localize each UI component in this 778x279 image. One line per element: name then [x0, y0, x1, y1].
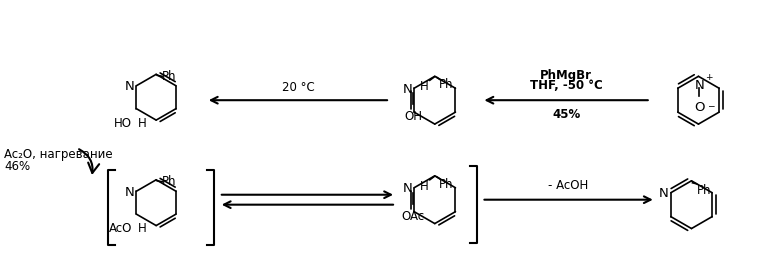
Text: H: H: [420, 180, 429, 193]
Text: Ph: Ph: [696, 184, 711, 197]
Text: N: N: [402, 83, 412, 96]
Text: Ph: Ph: [162, 70, 177, 83]
Text: HO: HO: [114, 117, 132, 130]
Text: −: −: [707, 101, 715, 110]
Text: N: N: [402, 182, 412, 195]
Text: OH: OH: [404, 110, 422, 123]
Text: 46%: 46%: [4, 160, 30, 173]
Text: N: N: [659, 187, 669, 200]
Text: OAc: OAc: [401, 210, 425, 223]
Text: N: N: [124, 80, 135, 93]
Text: H: H: [420, 80, 429, 93]
Text: +: +: [705, 73, 712, 82]
Text: Ph: Ph: [439, 178, 454, 191]
Text: O: O: [694, 101, 705, 114]
Text: 45%: 45%: [552, 108, 580, 121]
Text: H: H: [138, 222, 147, 235]
Text: 20 °C: 20 °C: [282, 81, 314, 94]
Text: H: H: [138, 117, 147, 130]
Text: - AcOH: - AcOH: [548, 179, 589, 192]
Text: Ph: Ph: [439, 78, 454, 91]
FancyArrowPatch shape: [79, 149, 99, 173]
Text: AcO: AcO: [109, 222, 132, 235]
Text: THF, -50 °C: THF, -50 °C: [530, 79, 602, 92]
Text: Ph: Ph: [162, 175, 177, 188]
Text: PhMgBr: PhMgBr: [540, 69, 592, 82]
Text: N: N: [695, 79, 704, 92]
Text: Ac₂O, нагревание: Ac₂O, нагревание: [4, 148, 113, 162]
Text: N: N: [124, 186, 135, 199]
